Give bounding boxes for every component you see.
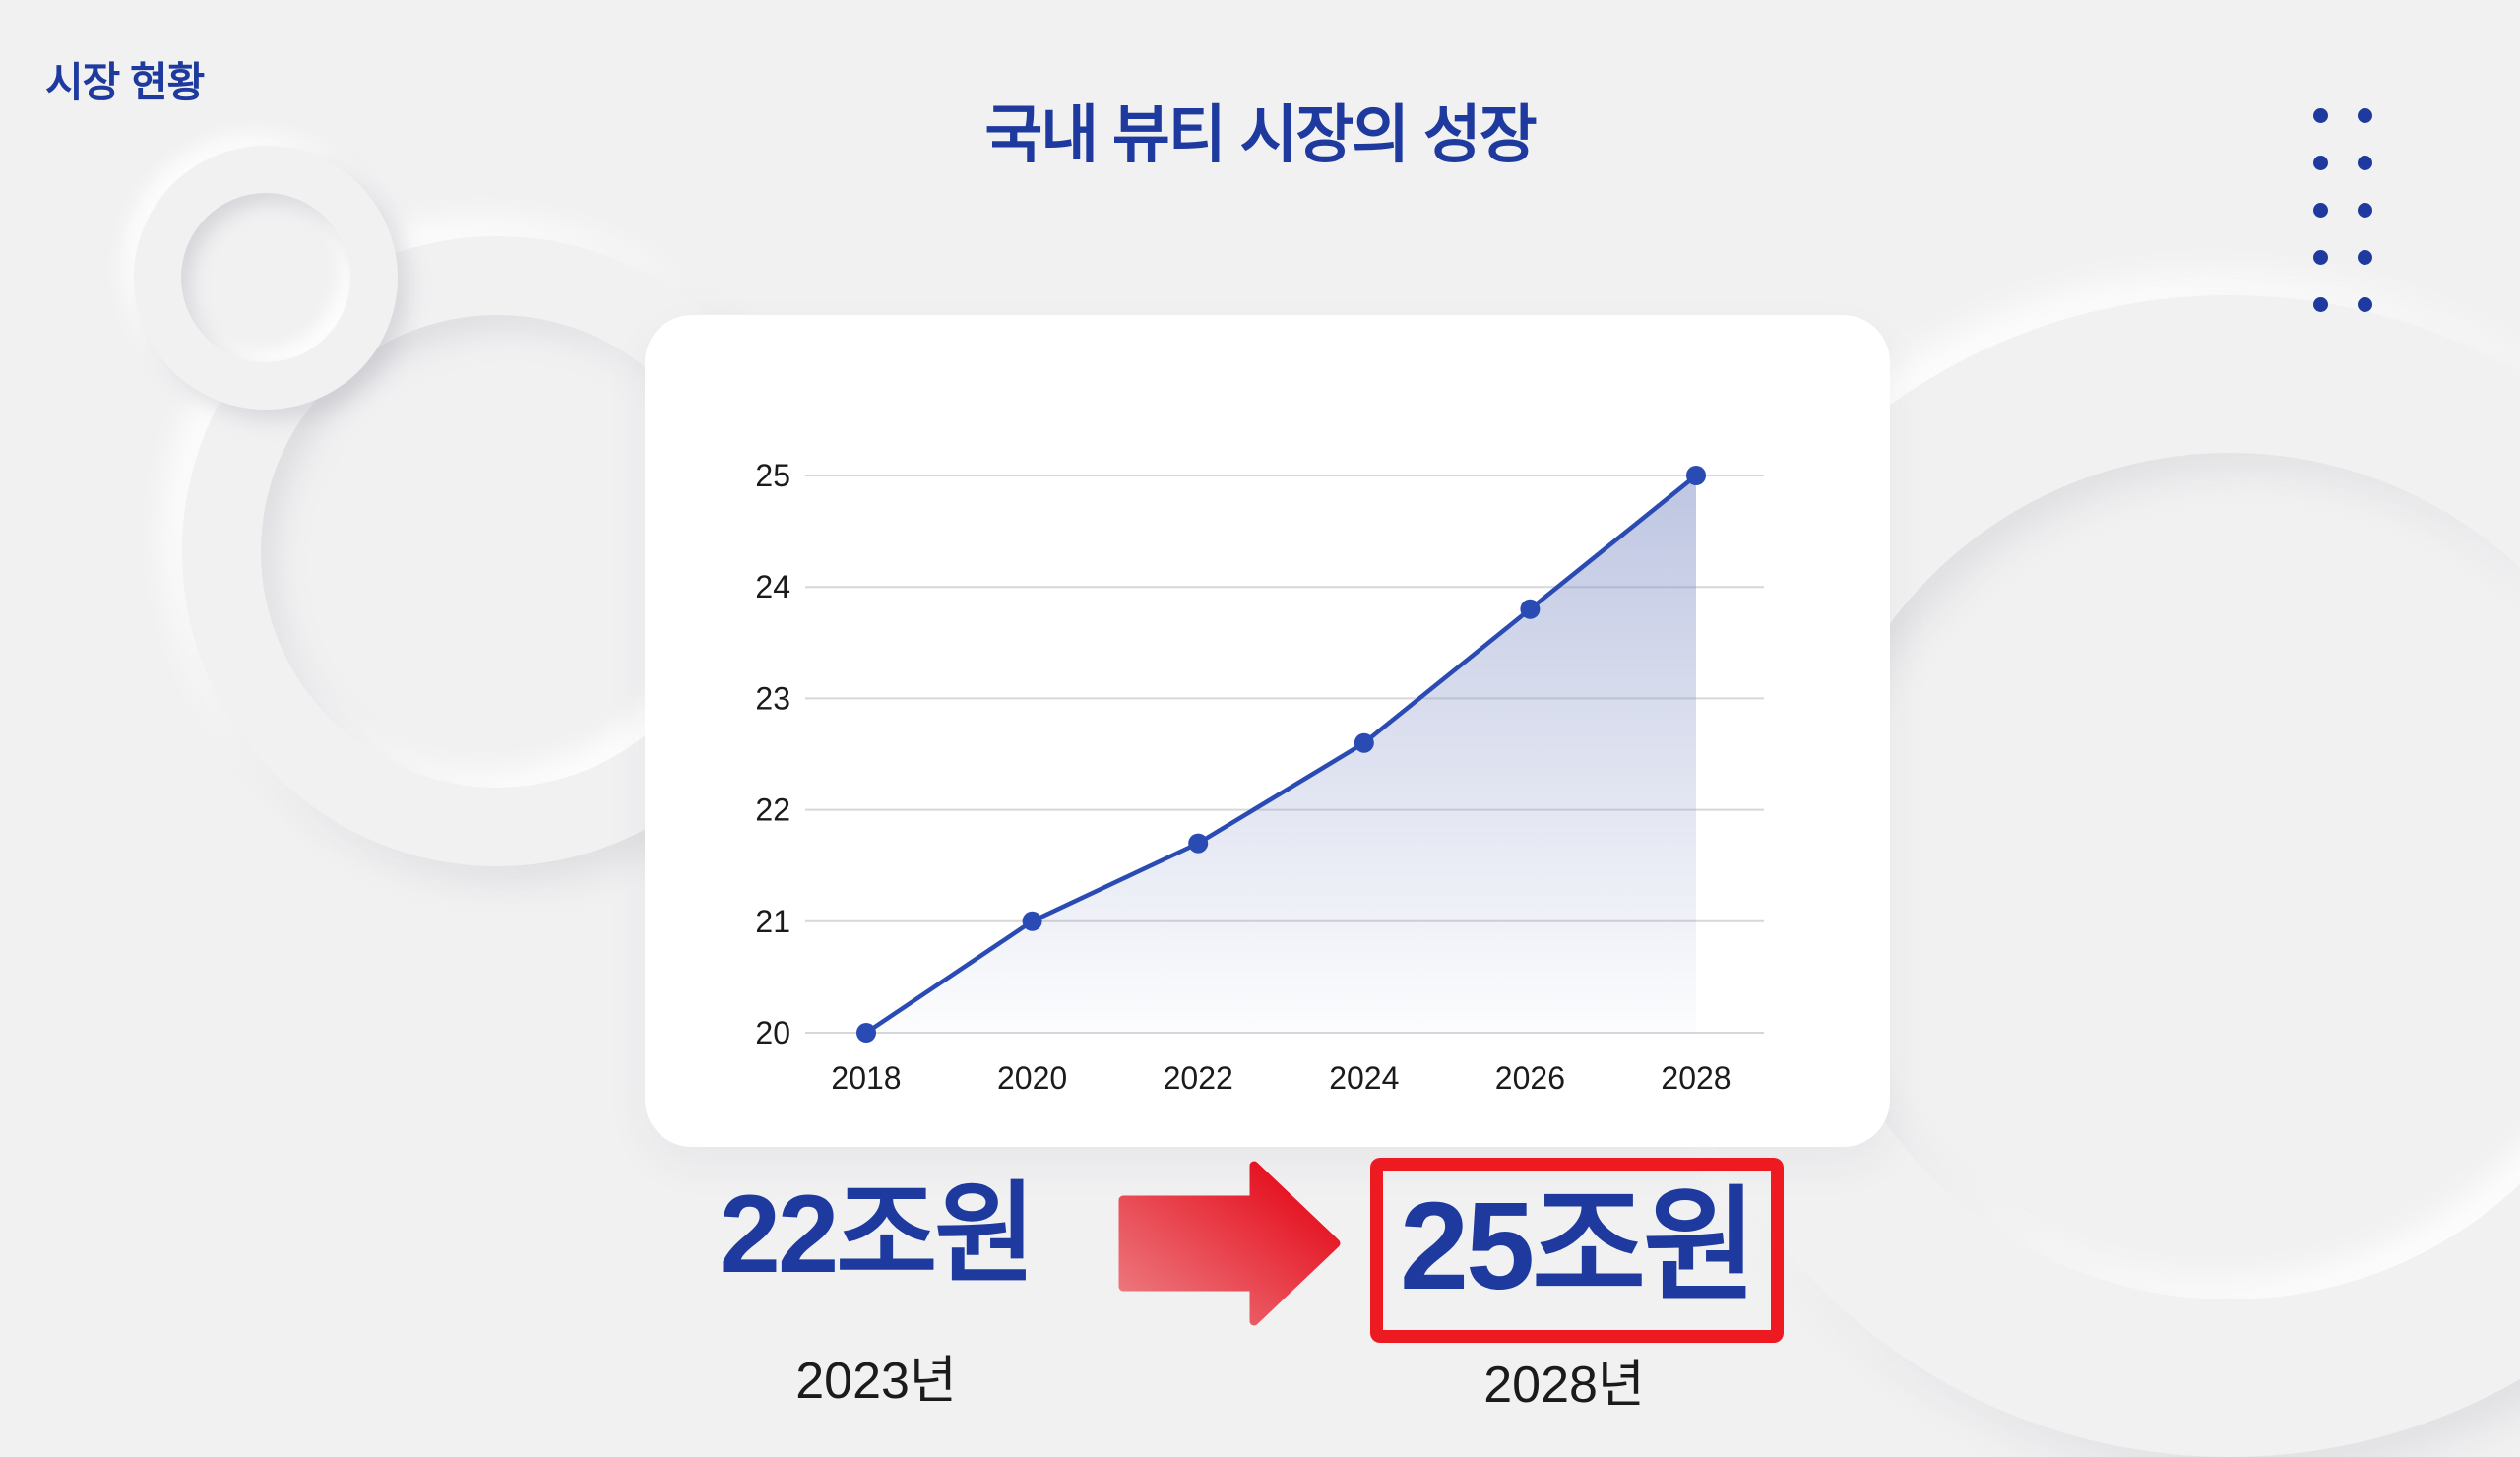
market-value-2028: 25조원 [1400, 1176, 1757, 1315]
xtick-2024: 2024 [1329, 1060, 1399, 1096]
year-label-2028: 2028년 [1483, 1357, 1645, 1414]
xtick-2028: 2028 [1661, 1060, 1731, 1096]
ytick-22: 22 [755, 792, 790, 828]
highlight-box: 25조원 [1370, 1158, 1784, 1343]
xtick-2022: 2022 [1164, 1060, 1233, 1096]
dot-icon [2313, 297, 2328, 312]
arrow-right-icon [1118, 1161, 1341, 1326]
dot-icon [2358, 156, 2372, 170]
ytick-21: 21 [755, 904, 790, 939]
market-value-2023: 22조원 [719, 1172, 1037, 1296]
dot-icon [2313, 108, 2328, 123]
ytick-20: 20 [755, 1015, 790, 1050]
neumorphic-ring-small [134, 146, 398, 410]
data-point-2024 [1354, 732, 1374, 753]
ytick-24: 24 [755, 569, 790, 604]
dot-icon [2313, 250, 2328, 265]
chart-line [863, 473, 1699, 1036]
dot-grid-decoration [2313, 108, 2372, 312]
chart-area-fill [866, 475, 1696, 1033]
xtick-2026: 2026 [1495, 1060, 1565, 1096]
year-label-2023: 2023년 [795, 1353, 957, 1410]
dot-icon [2313, 156, 2328, 170]
xtick-2018: 2018 [831, 1060, 901, 1096]
chart-card: 20 21 22 23 24 25 2018 2020 2022 2024 2026 2028 [645, 315, 1890, 1147]
data-point-2022 [1188, 833, 1209, 854]
slide: { "header": { "kicker": "시장 현황", "title"… [45, 59, 2520, 1414]
dot-icon [2358, 297, 2372, 312]
ytick-23: 23 [755, 680, 790, 716]
slide-kicker: 시장 현황 [45, 59, 205, 105]
data-point-2028 [1686, 466, 1706, 485]
xtick-2020: 2020 [997, 1060, 1067, 1096]
neumorphic-ring-bottom-right-hole [1806, 453, 2520, 1299]
data-point-2018 [856, 1023, 876, 1043]
neumorphic-ring-small-hole [181, 193, 350, 362]
dot-icon [2313, 203, 2328, 218]
data-point-2026 [1520, 599, 1541, 619]
market-chart: 20 21 22 23 24 25 2018 2020 2022 2024 2026 2028 [755, 458, 1764, 1096]
dot-icon [2358, 250, 2372, 265]
ytick-25: 25 [755, 458, 790, 493]
dot-icon [2358, 203, 2372, 218]
page-title: 국내 뷰티 시장의 성장 [984, 99, 1537, 170]
dot-icon [2358, 108, 2372, 123]
arrow-right-shape [1118, 1161, 1341, 1326]
data-point-2020 [1022, 911, 1042, 931]
